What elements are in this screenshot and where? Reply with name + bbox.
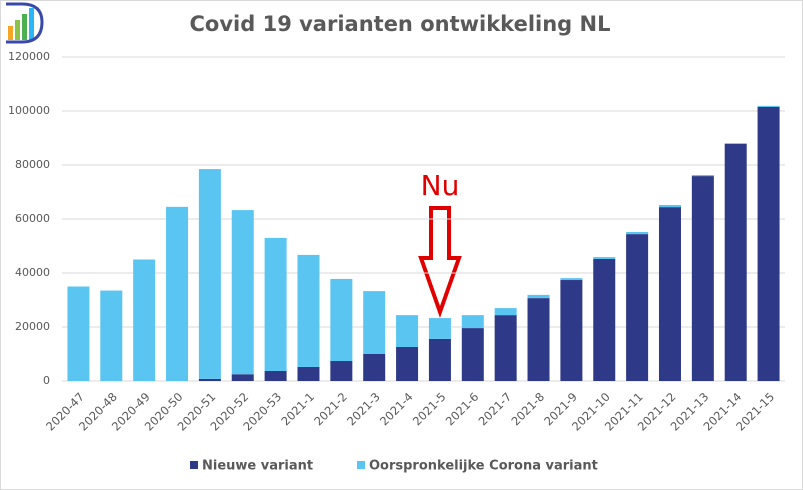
y-tick-label: 60000 bbox=[15, 212, 50, 225]
bar-segment bbox=[461, 315, 484, 329]
bar-segment bbox=[297, 254, 320, 367]
bar-segment bbox=[330, 278, 353, 362]
bar-segment bbox=[593, 258, 616, 381]
bar-segment bbox=[560, 280, 583, 381]
bar-segment bbox=[396, 315, 419, 347]
bar-segment bbox=[428, 338, 451, 381]
legend-label: Oorspronkelijke Corona variant bbox=[369, 459, 598, 474]
y-tick-label: 40000 bbox=[15, 266, 50, 279]
bar-segment bbox=[428, 318, 451, 339]
bar-segment bbox=[67, 286, 90, 381]
bar-segment bbox=[330, 361, 353, 381]
bar-segment bbox=[593, 257, 616, 259]
bar-segment bbox=[757, 105, 780, 107]
bar-segment bbox=[198, 169, 221, 379]
bar-segment bbox=[560, 278, 583, 281]
bar-segment bbox=[626, 234, 649, 381]
annotation-arrow bbox=[418, 206, 462, 319]
legend-swatch bbox=[357, 461, 365, 469]
bar-segment bbox=[691, 174, 714, 177]
y-tick-label: 0 bbox=[43, 374, 50, 387]
y-tick-label: 80000 bbox=[15, 158, 50, 171]
bar-segment bbox=[658, 204, 681, 208]
bar-segment bbox=[757, 106, 780, 381]
bar-segment bbox=[231, 210, 254, 375]
bar-segment bbox=[198, 378, 221, 381]
bar-segment bbox=[494, 308, 517, 316]
bar-segment bbox=[461, 328, 484, 381]
bar-segment bbox=[658, 207, 681, 381]
bar-segment bbox=[166, 206, 189, 381]
legend-swatch bbox=[190, 461, 198, 469]
bar-segment bbox=[527, 298, 550, 381]
logo bbox=[6, 2, 44, 44]
bar-segment bbox=[363, 291, 386, 354]
y-tick-label: 120000 bbox=[8, 50, 50, 63]
y-tick-label: 20000 bbox=[15, 320, 50, 333]
legend-label: Nieuwe variant bbox=[202, 459, 313, 474]
bar-segment bbox=[494, 315, 517, 381]
annotation: Nu bbox=[421, 169, 460, 202]
bar-segment bbox=[363, 354, 386, 381]
bar-segment bbox=[264, 237, 287, 372]
bar-segment bbox=[691, 176, 714, 381]
bar-segment bbox=[396, 346, 419, 381]
bar-segment bbox=[133, 259, 156, 381]
chart-title: Covid 19 varianten ontwikkeling NL bbox=[190, 12, 611, 36]
y-tick-label: 100000 bbox=[8, 104, 50, 117]
bar-segment bbox=[100, 290, 123, 381]
bar-segment bbox=[264, 371, 287, 381]
bar-segment bbox=[724, 143, 747, 381]
bar-segment bbox=[297, 366, 320, 381]
bar-segment bbox=[527, 294, 550, 299]
bar-segment bbox=[724, 143, 747, 144]
bar-segment bbox=[626, 231, 649, 235]
bar-segment bbox=[231, 374, 254, 381]
